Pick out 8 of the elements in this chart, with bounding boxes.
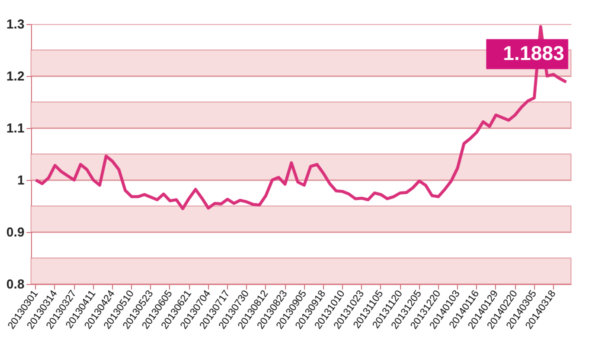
annotation: 1.1883 (503, 43, 564, 66)
y-tick-label: 1 (17, 172, 24, 188)
line-series (34, 25, 568, 210)
y-tick-label: 1.2 (6, 68, 24, 84)
y-tick-label: 1.1 (6, 120, 24, 136)
y-tick-label: 0.9 (6, 224, 24, 240)
y-tick-label: 0.8 (6, 276, 24, 292)
y-tick-label: 1.3 (6, 16, 24, 32)
